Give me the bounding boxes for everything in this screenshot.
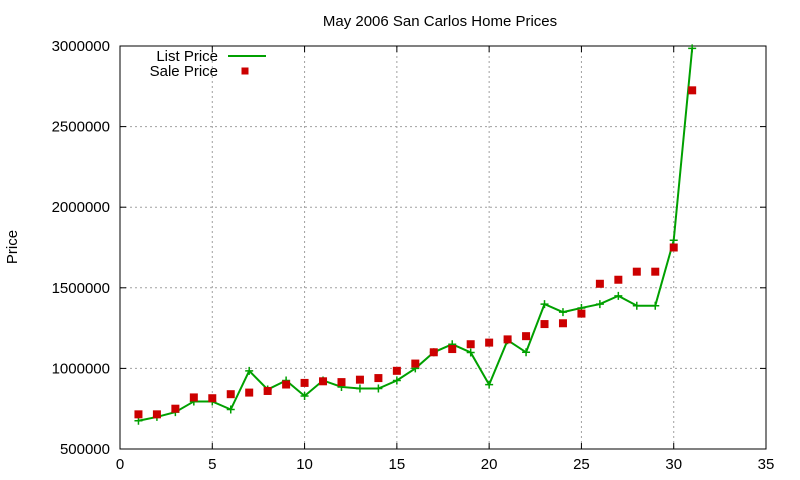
sale-price-point bbox=[319, 377, 328, 386]
x-tick-label: 0 bbox=[116, 456, 124, 473]
list-price-point bbox=[226, 405, 235, 414]
list-price-point bbox=[374, 384, 383, 393]
y-tick-label: 2000000 bbox=[52, 199, 110, 216]
sale-price-point bbox=[651, 267, 660, 276]
sale-price-point bbox=[282, 380, 291, 389]
sale-price-point bbox=[263, 386, 272, 395]
sale-price-point bbox=[558, 319, 567, 328]
list-price-point bbox=[300, 391, 309, 400]
list-price-point bbox=[540, 300, 549, 309]
sale-price-point bbox=[614, 275, 623, 284]
list-price-point bbox=[485, 380, 494, 389]
list-price-point bbox=[466, 348, 475, 357]
list-price-point bbox=[688, 44, 697, 53]
list-price-point bbox=[245, 366, 254, 375]
sale-price-point bbox=[208, 394, 217, 403]
sale-price-point bbox=[337, 378, 346, 387]
sale-price-point bbox=[632, 267, 641, 276]
legend-label-sale-price: Sale Price bbox=[150, 63, 218, 80]
sale-price-point bbox=[522, 332, 531, 341]
axis-ticks: 0 5 10 15 20 25 30 35 500000 1000000 1500000 200000… bbox=[52, 38, 775, 473]
sale-price-point bbox=[171, 404, 180, 413]
chart-title: May 2006 San Carlos Home Prices bbox=[323, 13, 557, 30]
legend-label-list-price: List Price bbox=[156, 48, 218, 65]
sale-price-point bbox=[355, 375, 364, 384]
series-layer bbox=[134, 44, 697, 425]
sale-price-point bbox=[577, 309, 586, 318]
sale-price-point bbox=[392, 366, 401, 375]
y-axis-label: Price bbox=[4, 230, 21, 264]
sale-price-point bbox=[300, 378, 309, 387]
sale-price-point bbox=[669, 243, 678, 252]
sale-price-point bbox=[189, 393, 198, 402]
plot-frame bbox=[119, 45, 767, 450]
sale-price-point bbox=[595, 279, 604, 288]
list-price-point bbox=[522, 348, 531, 357]
list-price-point bbox=[651, 301, 660, 310]
legend: List Price Sale Price bbox=[150, 48, 266, 80]
sale-price-point bbox=[448, 345, 457, 354]
y-tick-label: 2500000 bbox=[52, 119, 110, 136]
list-price-point bbox=[558, 308, 567, 317]
x-tick-label: 35 bbox=[758, 456, 775, 473]
sale-price-point bbox=[134, 410, 143, 419]
x-tick-label: 10 bbox=[296, 456, 313, 473]
y-tick-label: 500000 bbox=[60, 441, 110, 458]
sale-price-point bbox=[485, 338, 494, 347]
x-tick-label: 15 bbox=[389, 456, 406, 473]
list-price-point bbox=[669, 236, 678, 245]
sale-price-point bbox=[374, 374, 383, 383]
x-tick-label: 30 bbox=[665, 456, 682, 473]
list-price-point bbox=[595, 300, 604, 309]
sale-price-point bbox=[688, 86, 697, 95]
list-price-point bbox=[632, 301, 641, 310]
sale-price-point bbox=[503, 335, 512, 344]
list-price-point bbox=[392, 376, 401, 385]
sale-price-point bbox=[152, 410, 161, 419]
sale-price-point bbox=[245, 388, 254, 397]
x-tick-label: 20 bbox=[481, 456, 498, 473]
grid bbox=[120, 46, 766, 449]
sale-price-point bbox=[226, 390, 235, 399]
list-price-point bbox=[614, 291, 623, 300]
sale-price-point bbox=[411, 359, 420, 368]
x-tick-label: 5 bbox=[208, 456, 216, 473]
sale-price-point bbox=[540, 320, 549, 329]
y-tick-label: 1500000 bbox=[52, 280, 110, 297]
y-tick-label: 1000000 bbox=[52, 360, 110, 377]
legend-marker-sale-price bbox=[241, 67, 249, 75]
x-tick-label: 25 bbox=[573, 456, 590, 473]
y-tick-label: 3000000 bbox=[52, 38, 110, 55]
sale-price-point bbox=[466, 340, 475, 349]
sale-price-point bbox=[429, 348, 438, 357]
list-price-point bbox=[355, 384, 364, 393]
